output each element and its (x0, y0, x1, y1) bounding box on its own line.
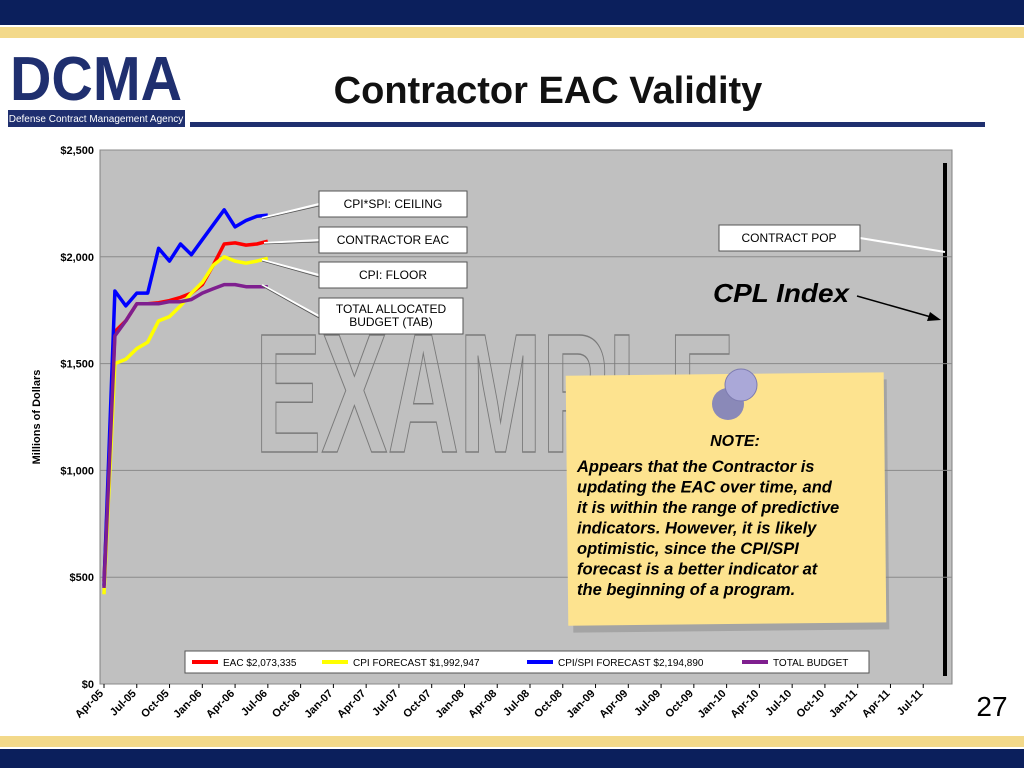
y-tick-label: $1,000 (60, 465, 94, 477)
x-tick-label: Oct-07 (401, 688, 434, 721)
callout-pointer (261, 284, 320, 317)
series-line (102, 208, 268, 586)
callout-box (718, 224, 861, 252)
x-tick-label: Apr-06 (204, 688, 237, 721)
x-tick-label: Oct-05 (139, 688, 172, 721)
x-tick-label: Jan-11 (827, 688, 860, 721)
x-tick-label: Oct-10 (794, 688, 827, 721)
legend-label: EAC $2,073,335 (223, 658, 297, 669)
note-heading: NOTE: (710, 433, 760, 450)
callout-pointer-edge (263, 241, 320, 245)
y-tick-label: $0 (82, 679, 94, 691)
x-tick-label: Jul-06 (239, 688, 270, 719)
x-tick-label: Apr-05 (73, 688, 106, 721)
cpl-label: CPL Index (713, 278, 851, 308)
agency: Defense Contract Management Agency (9, 114, 184, 125)
callout-text: BUDGET (TAB) (349, 315, 433, 329)
callout-pointer (261, 259, 320, 276)
top-bar (0, 0, 1024, 25)
callout-pointer (263, 239, 320, 244)
x-tick-label: Jan-07 (302, 688, 335, 721)
x-tick-label: Apr-11 (860, 688, 893, 721)
callout-box (318, 226, 468, 254)
pin-head (724, 368, 758, 402)
bottom-stripe (0, 736, 1024, 747)
note-line: optimistic, since the CPI/SPI (577, 540, 799, 558)
x-tick-label: Jul-08 (501, 688, 532, 719)
callout-pointer-edge (261, 285, 320, 319)
note-line: it is within the range of predictive (577, 499, 839, 517)
callout-text: TOTAL ALLOCATED (336, 302, 447, 316)
x-tick-label: Jul-09 (632, 688, 663, 719)
x-tick-label: Jul-05 (108, 688, 139, 719)
cpl-arrow (856, 295, 939, 320)
logo-band (8, 110, 185, 127)
x-tick-label: Apr-08 (466, 688, 499, 721)
callout-pointer-edge (261, 260, 320, 278)
callout-text: CPI: FLOOR (359, 268, 427, 282)
callout-text: CPI*SPI: CEILING (344, 197, 443, 211)
legend-label: CPI FORECAST $1,992,947 (353, 658, 480, 669)
callout-box (318, 190, 468, 218)
callout-pointer (261, 203, 320, 219)
y-axis-label: Millions of Dollars (31, 370, 43, 465)
x-tick-label: Oct-06 (270, 688, 303, 721)
callout-box (318, 297, 464, 335)
x-tick-label: Jan-09 (565, 688, 598, 721)
x-tick-label: Jul-07 (370, 688, 401, 719)
x-tick-label: Jan-08 (433, 688, 466, 721)
legend-label: TOTAL BUDGET (773, 658, 848, 669)
note-line: indicators. However, it is likely (577, 520, 817, 538)
x-tick-label: Jul-10 (763, 688, 794, 719)
legend-label: CPI/SPI FORECAST $2,194,890 (558, 658, 704, 669)
y-tick-label: $2,000 (60, 252, 94, 264)
x-tick-label: Oct-09 (663, 688, 696, 721)
callout-text: CONTRACTOR EAC (337, 233, 450, 247)
page-number: 27 (976, 691, 1007, 722)
note-line: the beginning of a program. (577, 581, 795, 599)
series-line (102, 282, 268, 588)
note-line: updating the EAC over time, and (577, 479, 833, 497)
callout-text: CONTRACT POP (741, 231, 836, 245)
x-tick-label: Apr-10 (728, 688, 761, 721)
top-stripe (0, 27, 1024, 38)
note-line: forecast is a better indicator at (577, 561, 819, 579)
callout-box (318, 261, 468, 289)
slide-title: Contractor EAC Validity (334, 70, 763, 112)
y-tick-label: $1,500 (60, 359, 94, 371)
y-tick-label: $2,500 (60, 145, 94, 157)
note-paper (565, 372, 887, 626)
logo: DCMA (10, 45, 182, 114)
x-tick-label: Jul-11 (895, 688, 926, 719)
y-tick-label: $500 (70, 572, 94, 584)
x-tick-label: Jan-06 (171, 688, 204, 721)
bottom-bar (0, 749, 1024, 768)
x-tick-label: Oct-08 (532, 688, 565, 721)
x-tick-label: Apr-09 (597, 688, 630, 721)
cpl-arrowhead (927, 312, 941, 321)
note-line: Appears that the Contractor is (576, 458, 814, 476)
callout-pointer (859, 237, 946, 253)
callout-pointer-edge (261, 205, 320, 220)
title-rule (190, 122, 985, 127)
x-tick-label: Apr-07 (335, 688, 368, 721)
x-tick-label: Jan-10 (696, 688, 729, 721)
